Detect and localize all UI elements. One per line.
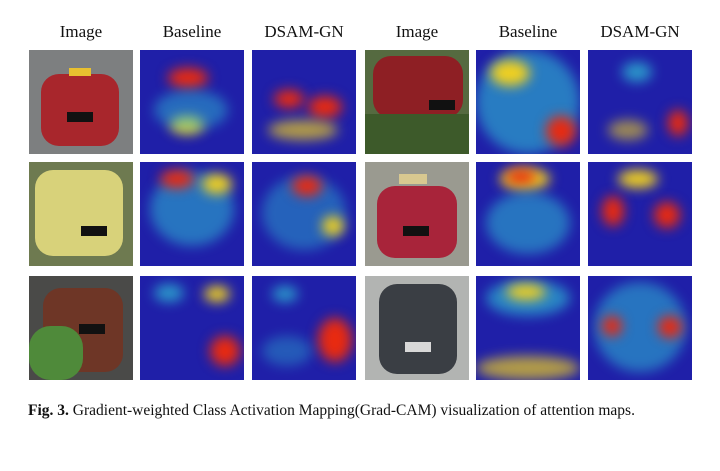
image-dark-sedan-front <box>365 276 469 380</box>
image-brown-car-with-plant <box>29 276 133 380</box>
dsam-gn-heatmap-r1c1 <box>252 50 356 154</box>
header-dsam-gn-2: DSAM-GN <box>600 22 680 41</box>
image-red-car-side <box>365 50 469 154</box>
baseline-heatmap-r1c1 <box>140 50 244 154</box>
figure-label: Fig. 3. <box>28 402 69 419</box>
dsam-gn-heatmap-r3c1 <box>252 276 356 380</box>
dsam-gn-heatmap-r1c2 <box>588 50 692 154</box>
dsam-gn-heatmap-r2c2 <box>588 162 692 266</box>
figure-caption-text: Gradient-weighted Class Activation Mappi… <box>72 402 635 419</box>
image-yellow-car-rear <box>29 162 133 266</box>
dsam-gn-heatmap-r3c2 <box>588 276 692 380</box>
header-image-2: Image <box>395 22 439 41</box>
image-red-taxi-front <box>365 162 469 266</box>
figure-caption: Fig. 3. Gradient-weighted Class Activati… <box>28 400 692 422</box>
header-image-1: Image <box>59 22 103 41</box>
image-red-taxi-rear <box>29 50 133 154</box>
header-baseline-1: Baseline <box>162 22 222 41</box>
baseline-heatmap-r2c1 <box>140 162 244 266</box>
header-dsam-gn-1: DSAM-GN <box>264 22 344 41</box>
baseline-heatmap-r2c2 <box>476 162 580 266</box>
dsam-gn-heatmap-r2c1 <box>252 162 356 266</box>
baseline-heatmap-r1c2 <box>476 50 580 154</box>
baseline-heatmap-r3c2 <box>476 276 580 380</box>
header-baseline-2: Baseline <box>498 22 558 41</box>
baseline-heatmap-r3c1 <box>140 276 244 380</box>
